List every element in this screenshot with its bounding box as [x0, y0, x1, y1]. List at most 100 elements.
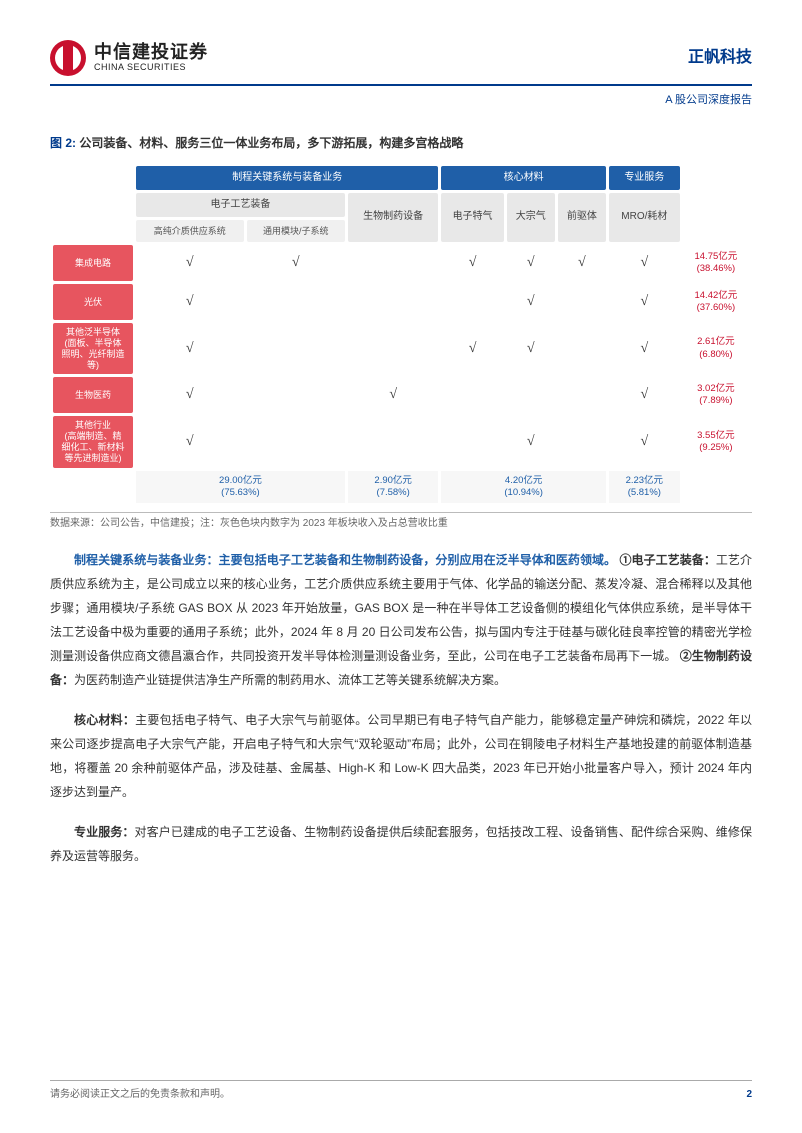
tick-cell: √ [507, 245, 555, 281]
footer-disclaimer: 请务必阅读正文之后的免责条款和声明。 [50, 1087, 230, 1103]
tick-cell [507, 377, 555, 413]
tick-cell: √ [348, 377, 439, 413]
tick-cell [348, 245, 439, 281]
page-header: 中信建投证券 CHINA SECURITIES 正帆科技 [50, 40, 752, 86]
sum-pct: (5.81%) [628, 487, 661, 498]
group-core-materials: 核心材料 [441, 166, 605, 190]
logo-block: 中信建投证券 CHINA SECURITIES [50, 40, 208, 76]
tick-cell: √ [609, 416, 680, 467]
tick-cell: √ [136, 284, 244, 320]
p1-body2: 为医药制造产业链提供洁净生产所需的制药用水、流体工艺等关键系统解决方案。 [74, 673, 506, 687]
sum-val: 29.00亿元 [219, 475, 262, 486]
tick-cell [441, 377, 503, 413]
tick-cell: √ [609, 284, 680, 320]
company-logo-icon [50, 40, 86, 76]
sub-module: 通用模块/子系统 [247, 220, 345, 242]
tick-cell [441, 416, 503, 467]
tick-cell [558, 284, 606, 320]
tick-cell: √ [136, 245, 244, 281]
page-number: 2 [746, 1087, 752, 1103]
mid-electronic-equip: 电子工艺装备 [136, 193, 345, 217]
paragraph-1: 制程关键系统与装备业务：主要包括电子工艺装备和生物制药设备，分别应用在泛半导体和… [50, 548, 752, 692]
sum-val: 2.23亿元 [626, 475, 664, 486]
col-sum: 29.00亿元 (75.63%) [136, 471, 345, 504]
row-label: 其他泛半导体(面板、半导体照明、光纤制造等) [53, 323, 133, 374]
paragraph-2: 核心材料：主要包括电子特气、电子大宗气与前驱体。公司早期已有电子特气自产能力，能… [50, 708, 752, 804]
mid-mro: MRO/耗材 [609, 193, 680, 242]
tick-cell [558, 323, 606, 374]
page-footer: 请务必阅读正文之后的免责条款和声明。 2 [50, 1080, 752, 1103]
col-sum: 4.20亿元 (10.94%) [441, 471, 605, 504]
table-row: 集成电路√√√√√√14.75亿元(38.46%) [53, 245, 749, 281]
sum-pct: (75.63%) [221, 487, 260, 498]
table-row: 光伏√√√14.42亿元(37.60%) [53, 284, 749, 320]
group-pro-services: 专业服务 [609, 166, 680, 190]
tick-cell: √ [136, 323, 244, 374]
tick-cell: √ [441, 323, 503, 374]
row-label: 其他行业(高端制造、精细化工、新材料等先进制造业) [53, 416, 133, 467]
revenue-cell: 14.75亿元(38.46%) [683, 245, 749, 281]
figure-caption: 公司装备、材料、服务三位一体业务布局，多下游拓展，构建多宫格战略 [79, 136, 463, 150]
tick-cell [247, 323, 345, 374]
tick-cell: √ [507, 416, 555, 467]
column-sum-row: 29.00亿元 (75.63%) 2.90亿元 (7.58%) 4.20亿元 (… [53, 471, 749, 504]
revenue-cell: 3.02亿元(7.89%) [683, 377, 749, 413]
logo-text-en: CHINA SECURITIES [94, 63, 208, 73]
sum-pct: (7.58%) [377, 487, 410, 498]
row-label: 光伏 [53, 284, 133, 320]
p1-lead: 制程关键系统与装备业务：主要包括电子工艺装备和生物制药设备，分别应用在泛半导体和… [74, 553, 616, 567]
tick-cell [348, 323, 439, 374]
sum-pct: (10.94%) [504, 487, 543, 498]
p3-body: 对客户已建成的电子工艺设备、生物制药设备提供后续配套服务，包括技改工程、设备销售… [50, 825, 752, 863]
tick-cell: √ [247, 245, 345, 281]
row-label: 集成电路 [53, 245, 133, 281]
sub-highpurity: 高纯介质供应系统 [136, 220, 244, 242]
tick-cell: √ [136, 416, 244, 467]
sum-val: 2.90亿元 [374, 475, 412, 486]
revenue-cell: 3.55亿元(9.25%) [683, 416, 749, 467]
group-process-equipment: 制程关键系统与装备业务 [136, 166, 438, 190]
col-sum: 2.90亿元 (7.58%) [348, 471, 439, 504]
tick-cell: √ [609, 377, 680, 413]
tick-cell: √ [136, 377, 244, 413]
tick-cell: √ [609, 245, 680, 281]
report-type: A 股公司深度报告 [50, 92, 752, 110]
tick-cell [348, 416, 439, 467]
p2-lead: 核心材料： [74, 713, 135, 727]
table-header-row-2: 电子工艺装备 生物制药设备 电子特气 大宗气 前驱体 MRO/耗材 [53, 193, 749, 217]
row-label: 生物医药 [53, 377, 133, 413]
table-row: 其他行业(高端制造、精细化工、新材料等先进制造业)√√√3.55亿元(9.25%… [53, 416, 749, 467]
table-row: 其他泛半导体(面板、半导体照明、光纤制造等)√√√√2.61亿元(6.80%) [53, 323, 749, 374]
figure-source: 数据来源：公司公告，中信建投；注：灰色色块内数字为 2023 年板块收入及占总营… [50, 512, 752, 532]
sum-val: 4.20亿元 [505, 475, 543, 486]
mid-specialgas: 电子特气 [441, 193, 503, 242]
tick-cell [441, 284, 503, 320]
tick-cell: √ [441, 245, 503, 281]
tick-cell [558, 377, 606, 413]
col-sum: 2.23亿元 (5.81%) [609, 471, 680, 504]
mid-precursor: 前驱体 [558, 193, 606, 242]
figure-title: 图 2: 公司装备、材料、服务三位一体业务布局，多下游拓展，构建多宫格战略 [50, 134, 752, 153]
tick-cell: √ [507, 284, 555, 320]
p1-tag1: ①电子工艺装备： [620, 553, 716, 567]
business-matrix-table: 制程关键系统与装备业务 核心材料 专业服务 电子工艺装备 生物制药设备 电子特气… [50, 163, 752, 506]
tick-cell: √ [609, 323, 680, 374]
mid-biopharma: 生物制药设备 [348, 193, 439, 242]
p3-lead: 专业服务： [74, 825, 135, 839]
table-row: 生物医药√√√3.02亿元(7.89%) [53, 377, 749, 413]
p1-body1: 工艺介质供应系统为主，是公司成立以来的核心业务，工艺介质供应系统主要用于气体、化… [50, 553, 752, 663]
table-header-row-1: 制程关键系统与装备业务 核心材料 专业服务 [53, 166, 749, 190]
mid-bulkgas: 大宗气 [507, 193, 555, 242]
revenue-cell: 2.61亿元(6.80%) [683, 323, 749, 374]
figure-number: 图 2: [50, 136, 76, 150]
p2-body: 主要包括电子特气、电子大宗气与前驱体。公司早期已有电子特气自产能力，能够稳定量产… [50, 713, 752, 799]
paragraph-3: 专业服务：对客户已建成的电子工艺设备、生物制药设备提供后续配套服务，包括技改工程… [50, 820, 752, 868]
revenue-cell: 14.42亿元(37.60%) [683, 284, 749, 320]
company-name: 正帆科技 [688, 45, 752, 71]
tick-cell [348, 284, 439, 320]
logo-text-cn: 中信建投证券 [94, 43, 208, 63]
tick-cell [247, 416, 345, 467]
tick-cell [247, 284, 345, 320]
tick-cell [558, 416, 606, 467]
tick-cell: √ [558, 245, 606, 281]
